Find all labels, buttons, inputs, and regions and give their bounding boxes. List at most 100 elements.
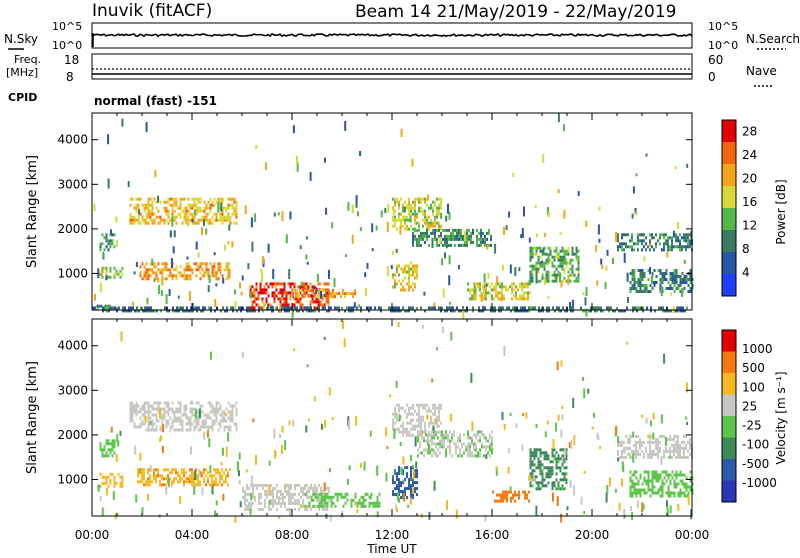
echo-region bbox=[629, 470, 694, 498]
y-tick-label: 4000 bbox=[57, 133, 88, 147]
y-axis-label: Slant Range [km] bbox=[25, 361, 40, 474]
colorbar-tick-label: 25 bbox=[742, 399, 757, 413]
nsky-tick-top: 10^5 bbox=[52, 20, 82, 33]
time-axis: 00:00 04:00 08:00 12:00 16:00 20:00 00:00 bbox=[75, 528, 710, 542]
colorbar-tick-label: 1000 bbox=[742, 342, 773, 356]
echo-region bbox=[629, 269, 694, 293]
y-tick-label: 4000 bbox=[57, 339, 88, 353]
echo-region bbox=[392, 264, 418, 292]
power-panel: 1000 2000 3000 4000 Slant Range [km] bbox=[25, 112, 694, 319]
colorbar-tick-label: 100 bbox=[742, 380, 765, 394]
freq-panel: Freq. [MHz] 18 8 60 0 Nave bbox=[6, 53, 777, 87]
echo-region bbox=[304, 492, 381, 508]
x-tick-label: 04:00 bbox=[175, 528, 210, 542]
y-tick-label: 2000 bbox=[57, 428, 88, 442]
colorbar-tick-label: 28 bbox=[742, 125, 757, 139]
x-tick-label: 08:00 bbox=[275, 528, 310, 542]
nsky-label: N.Sky bbox=[4, 32, 38, 46]
y-axis-label: Slant Range [km] bbox=[25, 155, 40, 268]
echo-region bbox=[139, 262, 230, 281]
colorbar-tick-label: 500 bbox=[742, 361, 765, 375]
colorbar-cell bbox=[722, 274, 736, 296]
velocity-colorbar: 1000 500 100 25 -25 -100 -500 -1000 Velocity [m … bbox=[721, 329, 788, 503]
colorbar-cell bbox=[722, 142, 736, 164]
plot-area bbox=[92, 319, 692, 516]
cpid-value: normal (fast) -151 bbox=[94, 94, 217, 108]
echo-region bbox=[492, 490, 530, 503]
beam-date-title: Beam 14 21/May/2019 - 22/May/2019 bbox=[355, 2, 676, 22]
colorbar-label: Velocity [m s⁻¹] bbox=[774, 371, 788, 464]
echo-region bbox=[99, 233, 116, 252]
y-tick-label: 1000 bbox=[57, 472, 88, 486]
freq-tick-top: 18 bbox=[64, 53, 79, 67]
echo-region bbox=[467, 282, 531, 301]
y-tick-label: 3000 bbox=[57, 383, 88, 397]
cpid-label: CPID bbox=[8, 91, 37, 104]
freq-unit-label: [MHz] bbox=[6, 66, 38, 79]
colorbar-cell bbox=[722, 186, 736, 208]
nsky-tick-bottom: 10^0 bbox=[52, 39, 82, 52]
nsky-trace bbox=[91, 33, 693, 38]
colorbar-tick-label: 4 bbox=[742, 266, 750, 280]
colorbar-cell bbox=[722, 230, 736, 252]
nave-tick-bottom: 0 bbox=[708, 70, 716, 84]
colorbar-cell bbox=[722, 480, 736, 502]
echo-region bbox=[129, 401, 238, 432]
x-tick-label: 00:00 bbox=[75, 528, 110, 542]
colorbar-tick-label: 12 bbox=[742, 219, 757, 233]
colorbar-cell bbox=[722, 416, 736, 438]
time-axis-title: Time UT bbox=[366, 542, 417, 554]
echo-region bbox=[129, 197, 238, 225]
echo-region bbox=[292, 289, 356, 299]
colorbar-tick-label: 8 bbox=[742, 242, 750, 256]
nsearch-label: N.Search bbox=[746, 32, 800, 46]
nave-tick-top: 60 bbox=[708, 53, 723, 67]
freq-label: Freq. bbox=[14, 53, 41, 66]
y-tick-label: 2000 bbox=[57, 222, 88, 236]
echo-region bbox=[417, 430, 493, 458]
colorbar-tick-label: 24 bbox=[742, 148, 757, 162]
colorbar-cell bbox=[722, 208, 736, 230]
colorbar-frame bbox=[721, 329, 737, 503]
echo-region bbox=[99, 472, 124, 488]
y-tick-label: 3000 bbox=[57, 177, 88, 191]
x-tick-label: 16:00 bbox=[475, 528, 510, 542]
colorbar-cell bbox=[722, 351, 736, 373]
scattered-echoes bbox=[93, 113, 693, 319]
colorbar-tick-label: 16 bbox=[742, 195, 757, 209]
nsearch-tick-bottom: 10^0 bbox=[708, 39, 738, 52]
colorbar-tick-label: -1000 bbox=[742, 476, 777, 490]
nave-label: Nave bbox=[746, 64, 777, 78]
echo-region bbox=[137, 468, 231, 487]
nsearch-tick-top: 10^5 bbox=[708, 20, 738, 33]
nsky-panel: N.Sky 10^5 10^0 10^5 10^0 N.Search bbox=[4, 20, 800, 52]
y-tick-label: 1000 bbox=[57, 266, 88, 280]
colorbar-label: Power [dB] bbox=[774, 179, 788, 244]
colorbar-cell bbox=[722, 330, 736, 352]
colorbar-cell bbox=[722, 459, 736, 481]
x-tick-label: 12:00 bbox=[375, 528, 410, 542]
echo-region bbox=[529, 448, 568, 491]
colorbar-cell bbox=[722, 437, 736, 459]
colorbar-cell bbox=[722, 252, 736, 274]
echo-region bbox=[392, 466, 418, 500]
station-title: Inuvik (fitACF) bbox=[92, 1, 212, 21]
colorbar-cell bbox=[722, 373, 736, 395]
colorbar-cell bbox=[722, 164, 736, 186]
velocity-panel: 1000 2000 3000 4000 Slant Range [km] bbox=[25, 318, 694, 523]
x-tick-label: 20:00 bbox=[575, 528, 610, 542]
x-tick-label: 00:00 bbox=[675, 528, 710, 542]
colorbar-cell bbox=[722, 120, 736, 142]
echo-region bbox=[392, 197, 442, 231]
colorbar-tick-label: 20 bbox=[742, 172, 757, 186]
echo-region bbox=[92, 306, 688, 313]
colorbar-tick-label: -100 bbox=[742, 438, 769, 452]
colorbar-tick-label: -25 bbox=[742, 419, 762, 433]
freq-tick-bottom: 8 bbox=[66, 70, 74, 84]
echo-region bbox=[99, 439, 116, 458]
colorbar-frame bbox=[721, 119, 737, 297]
colorbar-cell bbox=[722, 394, 736, 416]
power-colorbar: 4 8 12 16 20 24 28 Power [dB] bbox=[721, 119, 788, 297]
echo-region bbox=[617, 434, 693, 459]
